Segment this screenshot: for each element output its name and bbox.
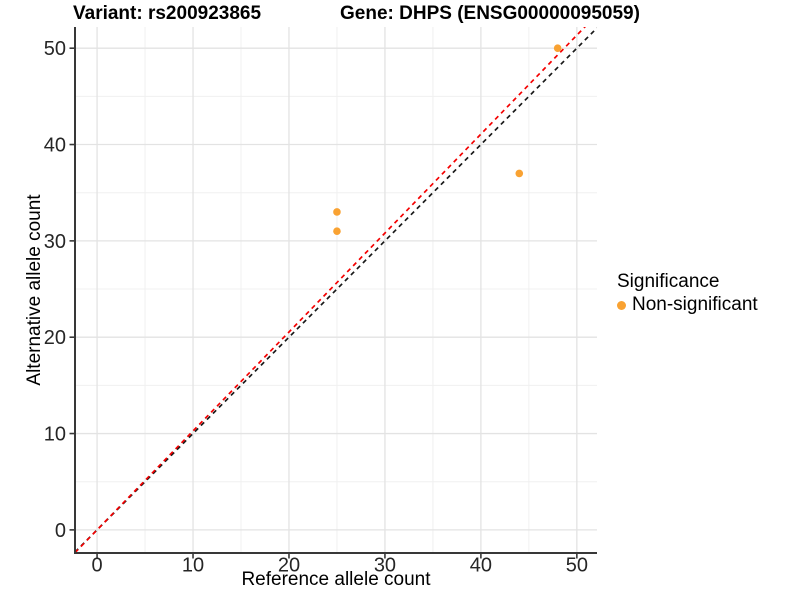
y-tick-label: 40 xyxy=(44,135,66,157)
data-point xyxy=(333,208,341,216)
data-point xyxy=(333,227,341,236)
x-tick-label: 10 xyxy=(182,555,204,577)
circle-icon xyxy=(617,300,626,310)
y-axis-label: Alternative allele count xyxy=(24,194,45,386)
x-axis-label: Reference allele count xyxy=(241,569,431,590)
x-tick-label: 50 xyxy=(566,555,588,577)
legend-title: Significance xyxy=(617,271,720,292)
y-tick-label: 10 xyxy=(44,424,66,446)
x-tick-label: 20 xyxy=(278,555,300,577)
gene-title: Gene: DHPS (ENSG00000095059) xyxy=(340,3,640,24)
y-tick-label: 50 xyxy=(44,38,66,60)
data-point xyxy=(515,169,524,178)
y-tick-label: 30 xyxy=(44,231,66,253)
y-tick-label: 20 xyxy=(44,327,66,349)
expected-ratio-line xyxy=(75,27,586,553)
variant-title: Variant: rs200923865 xyxy=(73,3,262,24)
legend-item-label: Non-significant xyxy=(632,294,758,315)
x-tick-label: 0 xyxy=(92,555,103,577)
x-tick-label: 40 xyxy=(470,555,492,577)
identity-line xyxy=(75,27,597,553)
legend: Significance Non-significant xyxy=(617,271,758,316)
legend-item: Non-significant xyxy=(617,294,758,316)
y-tick-label: 0 xyxy=(55,520,66,542)
data-point xyxy=(553,44,562,52)
x-tick-label: 30 xyxy=(374,555,396,577)
